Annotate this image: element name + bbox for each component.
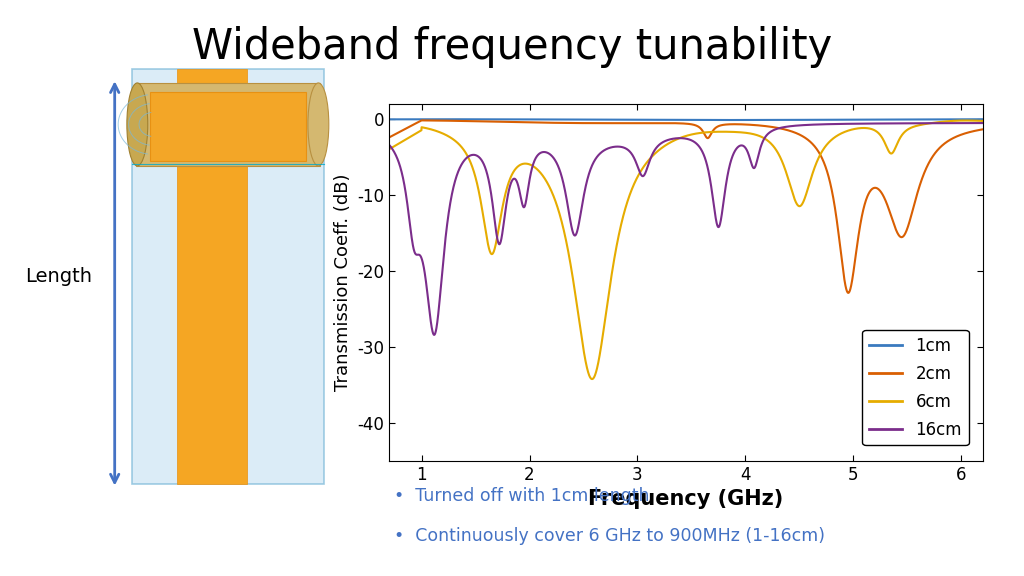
16cm — [611, 143, 624, 150]
1cm — [611, 116, 624, 123]
2cm — [902, 223, 914, 230]
1cm — [383, 116, 395, 123]
FancyBboxPatch shape — [150, 92, 306, 161]
1cm — [442, 116, 455, 123]
16cm — [637, 173, 649, 180]
2cm — [842, 289, 854, 296]
1cm — [902, 116, 914, 123]
Line: 2cm: 2cm — [389, 120, 983, 293]
6cm — [977, 118, 989, 124]
2cm — [383, 134, 395, 141]
Text: •  Turned off with 1cm length: • Turned off with 1cm length — [394, 487, 650, 505]
6cm — [486, 251, 499, 257]
1cm — [977, 116, 989, 123]
Legend: 1cm, 2cm, 6cm, 16cm: 1cm, 2cm, 6cm, 16cm — [862, 330, 969, 445]
6cm — [611, 240, 624, 247]
2cm — [416, 117, 428, 124]
Text: Length: Length — [26, 267, 92, 286]
1cm — [451, 116, 463, 123]
16cm — [428, 331, 440, 338]
6cm — [901, 126, 913, 133]
6cm — [451, 139, 463, 146]
6cm — [966, 117, 978, 124]
1cm — [713, 116, 725, 123]
16cm — [977, 120, 989, 127]
2cm — [966, 128, 978, 135]
6cm — [959, 117, 972, 124]
16cm — [383, 141, 395, 148]
Text: Wideband frequency tunability: Wideband frequency tunability — [191, 26, 833, 68]
2cm — [637, 120, 649, 127]
2cm — [611, 120, 624, 127]
16cm — [451, 171, 463, 178]
Bar — [177, 69, 247, 484]
1cm — [486, 116, 499, 123]
Bar — [135, 83, 321, 166]
FancyBboxPatch shape — [132, 69, 324, 484]
2cm — [977, 126, 989, 132]
1cm — [637, 116, 649, 123]
1cm — [966, 116, 978, 123]
Y-axis label: Transmission Coeff. (dB): Transmission Coeff. (dB) — [334, 173, 351, 391]
6cm — [383, 146, 395, 153]
6cm — [637, 165, 649, 172]
Ellipse shape — [308, 83, 329, 166]
16cm — [966, 120, 978, 127]
2cm — [451, 118, 463, 124]
Ellipse shape — [127, 83, 147, 166]
X-axis label: Frequency (GHz): Frequency (GHz) — [589, 489, 783, 509]
Line: 16cm: 16cm — [389, 123, 983, 335]
16cm — [486, 199, 499, 206]
16cm — [901, 120, 913, 127]
Text: •  Continuously cover 6 GHz to 900MHz (1-16cm): • Continuously cover 6 GHz to 900MHz (1-… — [394, 527, 825, 545]
Line: 6cm: 6cm — [389, 120, 983, 379]
Line: 1cm: 1cm — [389, 119, 983, 120]
6cm — [586, 376, 598, 382]
2cm — [486, 118, 499, 125]
